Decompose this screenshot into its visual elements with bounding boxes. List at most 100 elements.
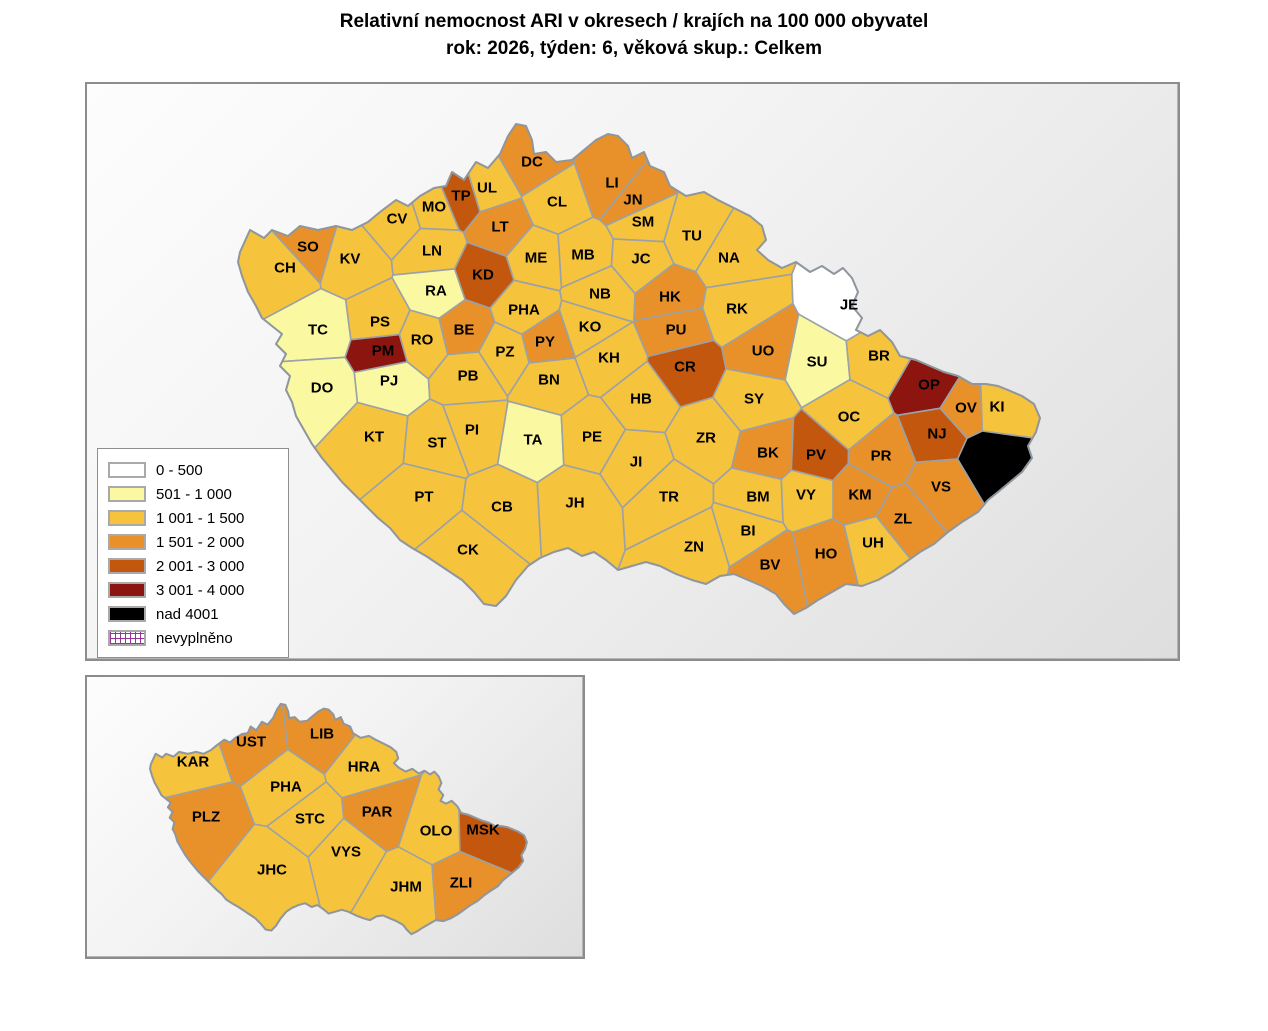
region-label-VYS: VYS (331, 844, 361, 861)
district-label-CK: CK (457, 542, 479, 559)
district-label-OV: OV (955, 400, 977, 417)
district-label-PU: PU (666, 322, 687, 339)
district-label-ZL: ZL (894, 511, 912, 528)
district-label-CL: CL (547, 194, 567, 211)
district-label-OC: OC (838, 409, 861, 426)
region-label-JHC: JHC (257, 862, 287, 879)
district-label-BI: BI (741, 523, 756, 540)
district-label-PS: PS (370, 314, 390, 331)
legend-swatch (108, 558, 146, 574)
district-label-KO: KO (579, 319, 602, 336)
district-label-RO: RO (411, 332, 434, 349)
legend-item: 2 001 - 3 000 (108, 554, 280, 578)
district-label-BV: BV (760, 557, 781, 574)
district-label-SM: SM (632, 214, 655, 231)
district-label-PM: PM (372, 343, 395, 360)
district-label-SY: SY (744, 391, 764, 408)
district-label-NJ: NJ (927, 426, 946, 443)
legend-swatch (108, 534, 146, 550)
legend-item: nad 4001 (108, 602, 280, 626)
district-label-TA: TA (524, 432, 543, 449)
district-label-HK: HK (659, 289, 681, 306)
legend-label: 3 001 - 4 000 (156, 581, 245, 599)
region-label-JHM: JHM (390, 879, 422, 896)
district-label-BN: BN (538, 372, 560, 389)
district-label-ZN: ZN (684, 539, 704, 556)
district-label-BR: BR (868, 348, 890, 365)
legend-label: 0 - 500 (156, 461, 203, 479)
district-label-PZ: PZ (495, 344, 514, 361)
district-label-MB: MB (571, 247, 594, 264)
district-label-RK: RK (726, 301, 748, 318)
region-label-KAR: KAR (177, 754, 210, 771)
district-label-PJ: PJ (380, 373, 398, 390)
district-border (237, 123, 1041, 615)
chart-title-line2: rok: 2026, týden: 6, věková skup.: Celke… (446, 38, 822, 59)
district-label-JE: JE (840, 297, 858, 314)
district-label-MO: MO (422, 199, 446, 216)
district-label-HO: HO (815, 546, 838, 563)
district-label-KV: KV (340, 251, 361, 268)
district-label-PE: PE (582, 429, 602, 446)
legend-item: 1 501 - 2 000 (108, 530, 280, 554)
district-label-HB: HB (630, 391, 652, 408)
district-label-ME: ME (525, 250, 548, 267)
district-label-JI: JI (630, 454, 643, 471)
district-label-KM: KM (848, 487, 871, 504)
region-label-UST: UST (236, 734, 266, 751)
district-label-VY: VY (796, 487, 816, 504)
district-label-BM: BM (746, 489, 769, 506)
district-label-KI: KI (990, 399, 1005, 416)
district-label-RA: RA (425, 283, 447, 300)
district-label-NB: NB (589, 286, 611, 303)
region-label-PAR: PAR (362, 804, 393, 821)
legend-swatch (108, 582, 146, 598)
district-label-NA: NA (718, 250, 740, 267)
region-border (149, 702, 528, 936)
district-label-TP: TP (451, 188, 470, 205)
district-label-BE: BE (454, 322, 475, 339)
district-label-BK: BK (757, 445, 779, 462)
district-label-PR: PR (871, 448, 892, 465)
region-label-ZLI: ZLI (450, 875, 473, 892)
district-label-UL: UL (477, 180, 497, 197)
legend-label: 2 001 - 3 000 (156, 557, 245, 575)
legend-label: nad 4001 (156, 605, 219, 623)
district-label-DC: DC (521, 154, 543, 171)
legend-label: 501 - 1 000 (156, 485, 232, 503)
legend-label: 1 501 - 2 000 (156, 533, 245, 551)
district-label-PV: PV (806, 447, 826, 464)
legend-swatch-hatch (108, 630, 146, 646)
district-label-TC: TC (308, 322, 328, 339)
legend-label: 1 001 - 1 500 (156, 509, 245, 527)
region-label-STC: STC (295, 811, 325, 828)
district-label-SU: SU (807, 354, 828, 371)
district-label-UH: UH (862, 535, 884, 552)
district-label-LN: LN (422, 243, 442, 260)
district-label-KH: KH (598, 350, 620, 367)
district-label-JC: JC (631, 251, 650, 268)
region-label-MSK: MSK (466, 822, 500, 839)
chart-title-line1: Relativní nemocnost ARI v okresech / kra… (339, 11, 929, 32)
chart-title: Relativní nemocnost ARI v okresech / kra… (0, 8, 1268, 62)
legend-swatch (108, 606, 146, 622)
district-label-TR: TR (659, 489, 679, 506)
legend-item: 3 001 - 4 000 (108, 578, 280, 602)
district-label-PY: PY (535, 334, 555, 351)
legend: 0 - 500 501 - 1 000 1 001 - 1 500 1 501 - 2… (97, 448, 289, 658)
district-label-JH: JH (565, 495, 584, 512)
legend-label: nevyplněno (156, 629, 233, 647)
district-label-TU: TU (682, 228, 702, 245)
legend-item: 1 001 - 1 500 (108, 506, 280, 530)
district-label-CH: CH (274, 260, 296, 277)
district-label-CV: CV (387, 211, 408, 228)
district-label-ZR: ZR (696, 430, 716, 447)
district-label-LI: LI (605, 175, 618, 192)
region-label-PHA: PHA (270, 779, 302, 796)
region-label-LIB: LIB (310, 726, 334, 743)
district-label-PB: PB (458, 368, 479, 385)
district-label-LT: LT (491, 219, 508, 236)
district-label-UO: UO (752, 343, 775, 360)
